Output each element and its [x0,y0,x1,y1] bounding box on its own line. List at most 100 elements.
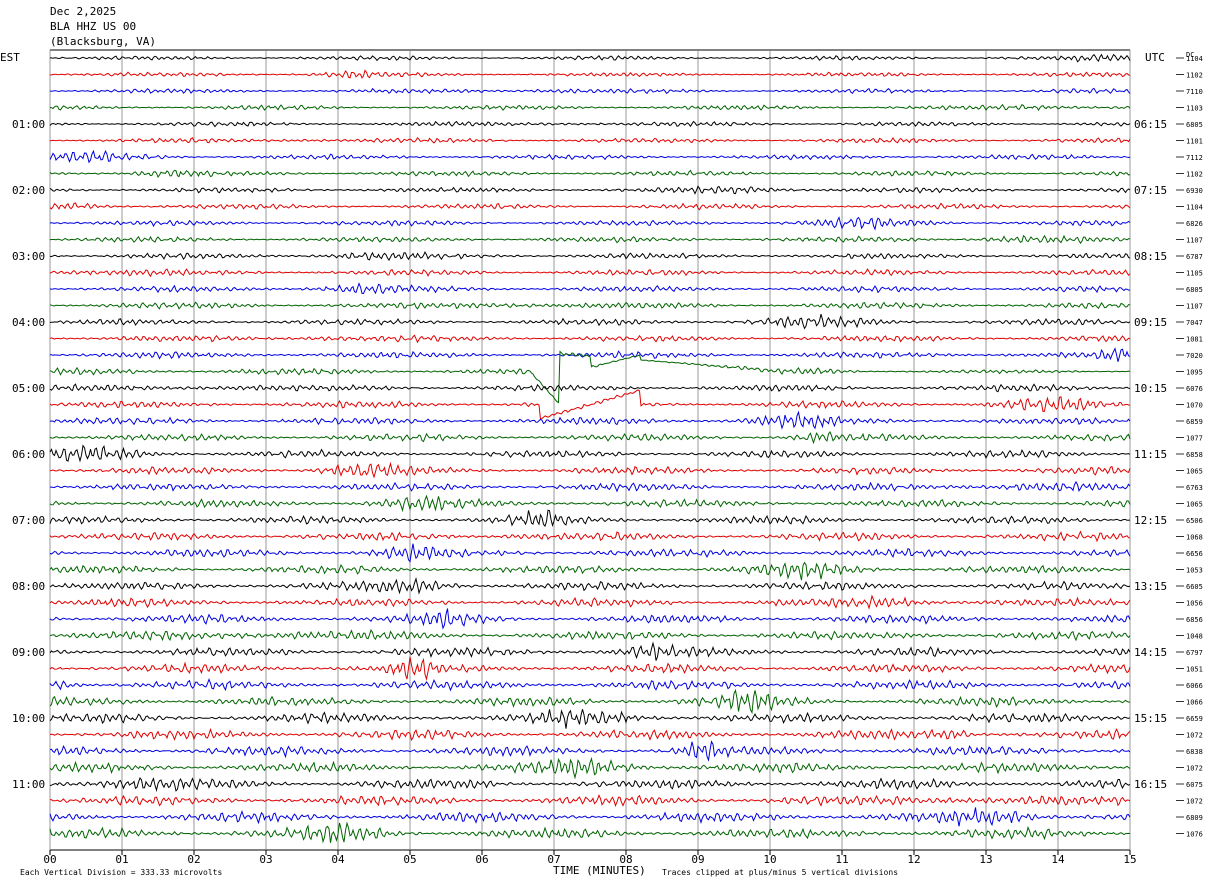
dc-offset-label: 1105 [1186,270,1203,278]
right-hour-label: 10:15 [1134,382,1167,395]
seismic-trace [49,756,1131,780]
seismic-trace [49,216,1131,231]
seismic-trace [49,444,1131,463]
dc-offset-label: 1051 [1186,666,1203,674]
dc-offset-label: 1065 [1186,501,1203,509]
left-hour-label: 05:00 [12,382,45,395]
seismic-trace [49,576,1131,595]
seismic-trace [50,103,1131,112]
x-tick-label: 05 [403,853,416,866]
seismic-trace [49,301,1131,310]
x-tick-label: 13 [979,853,992,866]
right-hour-label: 16:15 [1134,778,1167,791]
minute-grid [49,49,1131,855]
dc-offset-label: 1077 [1186,435,1203,443]
seismic-trace [49,282,1131,295]
x-tick-label: 01 [115,853,128,866]
right-hour-label: 07:15 [1134,184,1167,197]
plot-date: Dec 2,2025 [50,5,117,18]
dc-column-title: DC [1186,51,1194,59]
seismic-trace [49,383,1131,393]
seismic-trace [49,543,1131,563]
dc-offset-label: 1065 [1186,468,1203,476]
dc-offset-label: 7110 [1186,88,1203,96]
dc-offset-label: 1066 [1186,699,1203,707]
seismic-trace [49,656,1131,681]
dc-offset-label: 1068 [1186,534,1203,542]
dc-offset-label: 6797 [1186,649,1203,657]
dc-offset-label: 6856 [1186,616,1203,624]
dc-offset-label: 1102 [1186,171,1203,179]
dc-offset-label: 1104 [1186,55,1203,63]
dc-offset-label: 6506 [1186,517,1203,525]
left-hour-label: 09:00 [12,646,45,659]
x-tick-label: 02 [187,853,200,866]
seismic-trace [49,185,1131,195]
seismic-trace [49,313,1131,330]
left-hour-label: 06:00 [12,448,45,461]
dc-offset-label: 1072 [1186,732,1203,740]
dc-offset-label: 6605 [1186,583,1203,591]
dc-offset-label: 7047 [1186,319,1203,327]
seismic-trace [49,250,1131,262]
x-tick-label: 09 [691,853,704,866]
x-tick-label: 06 [475,853,488,866]
seismic-trace [49,461,1131,479]
seismic-trace [49,120,1131,128]
seismic-trace [49,234,1130,245]
clipping-note: Traces clipped at plus/minus 5 vertical … [662,868,898,877]
dc-offset-label: 6805 [1186,121,1203,129]
x-tick-label: 10 [763,853,776,866]
right-hour-label: 06:15 [1134,118,1167,131]
right-hour-label: 09:15 [1134,316,1167,329]
seismic-trace [49,641,1131,661]
dc-offset-label: 1095 [1186,369,1203,377]
right-hour-label: 08:15 [1134,250,1167,263]
dc-offset-label: 6075 [1186,781,1203,789]
dc-offset-label: 1107 [1186,237,1203,245]
left-hour-label: 03:00 [12,250,45,263]
dc-offset-label: 7112 [1186,154,1203,162]
dc-offset-label: 6930 [1186,187,1203,195]
seismic-trace [50,53,1131,63]
x-tick-label: 14 [1051,853,1065,866]
seismic-trace [49,678,1131,692]
seismic-trace [49,608,1131,630]
dc-offset-label: 6076 [1186,385,1203,393]
left-hour-label: 11:00 [12,778,45,791]
seismic-trace [49,202,1131,211]
dc-offset-label: 6805 [1186,286,1203,294]
dc-offset-label: 1104 [1186,204,1203,212]
seismic-trace [49,494,1131,513]
seismic-trace [49,727,1131,742]
right-timezone-label: UTC [1145,51,1165,64]
right-hour-label: 13:15 [1134,580,1167,593]
seismic-trace [49,821,1131,844]
seismic-trace [49,149,1131,164]
dc-offset-label: 6826 [1186,220,1203,228]
left-hour-label: 01:00 [12,118,45,131]
x-tick-label: 07 [547,853,560,866]
seismic-trace [49,389,1131,421]
right-hour-label: 15:15 [1134,712,1167,725]
x-tick-label: 00 [43,853,56,866]
dc-offset-label: 1107 [1186,303,1203,311]
dc-offset-label: 1076 [1186,831,1203,839]
dc-offset-label: 6858 [1186,451,1203,459]
left-hour-label: 04:00 [12,316,45,329]
dc-offset-label: 6659 [1186,715,1203,723]
right-hour-label: 11:15 [1134,448,1167,461]
x-tick-label: 15 [1123,853,1136,866]
dc-offset-label: 6066 [1186,682,1203,690]
seismic-trace [49,709,1131,729]
seismic-trace [49,169,1131,178]
dc-offset-label: 7020 [1186,352,1203,360]
dc-offset-label: 6656 [1186,550,1203,558]
left-hour-label: 10:00 [12,712,45,725]
x-tick-label: 08 [619,853,632,866]
x-tick-label: 12 [907,853,920,866]
seismic-trace [49,268,1131,278]
seismic-trace [49,480,1131,493]
dc-offset-label: 1053 [1186,567,1203,575]
dc-offset-label: 1102 [1186,72,1203,80]
